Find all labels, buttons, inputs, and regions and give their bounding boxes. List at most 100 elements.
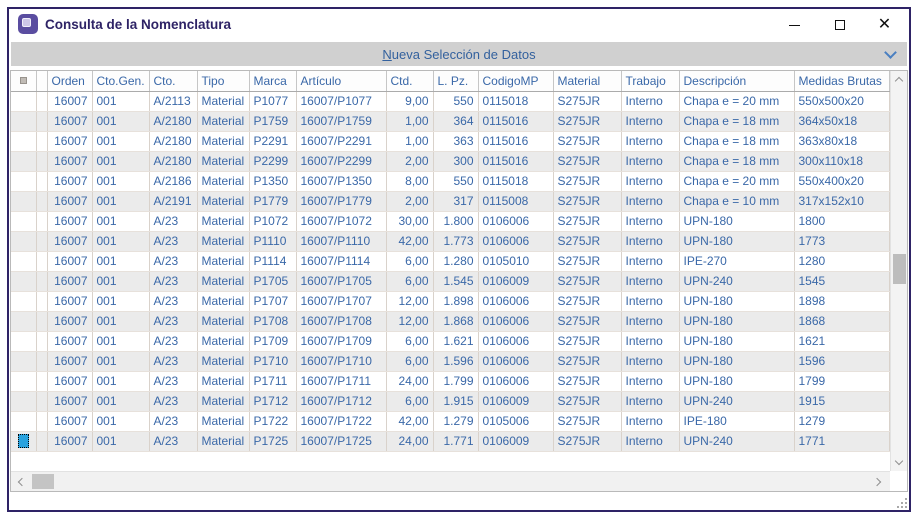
- row-indicator-cell[interactable]: [36, 371, 48, 392]
- table-row[interactable]: 16007 001 A/2191 Material P1779 16007/P1779 2,…: [11, 191, 890, 212]
- cell[interactable]: Material: [197, 351, 250, 372]
- row-selector-cell[interactable]: [11, 111, 37, 132]
- cell[interactable]: 12,00: [386, 311, 434, 332]
- cell[interactable]: 0106006: [478, 351, 554, 372]
- cell[interactable]: UPN-180: [679, 331, 795, 352]
- cell[interactable]: 16007/P1350: [296, 171, 387, 192]
- row-selector-cell[interactable]: [11, 171, 37, 192]
- cell[interactable]: 1.915: [433, 391, 479, 412]
- cell[interactable]: 16007/P1722: [296, 411, 387, 432]
- cell[interactable]: S275JR: [553, 91, 622, 112]
- cell[interactable]: Material: [197, 251, 250, 272]
- cell[interactable]: 001: [92, 131, 150, 152]
- cell[interactable]: S275JR: [553, 151, 622, 172]
- cell[interactable]: 16007/P1710: [296, 351, 387, 372]
- cell[interactable]: Material: [197, 411, 250, 432]
- cell[interactable]: S275JR: [553, 191, 622, 212]
- row-selector-cell[interactable]: [11, 411, 37, 432]
- cell[interactable]: Chapa e = 18 mm: [679, 151, 795, 172]
- cell[interactable]: P1707: [249, 291, 297, 312]
- cell[interactable]: 001: [92, 191, 150, 212]
- cell[interactable]: 16007: [47, 351, 93, 372]
- column-header[interactable]: Marca: [249, 71, 297, 92]
- cell[interactable]: Material: [197, 111, 250, 132]
- table-row[interactable]: 16007 001 A/23 Material P1711 16007/P1711 24,0…: [11, 371, 890, 392]
- cell[interactable]: UPN-180: [679, 211, 795, 232]
- cell[interactable]: Material: [197, 171, 250, 192]
- cell[interactable]: 16007/P1708: [296, 311, 387, 332]
- column-header[interactable]: Medidas Brutas: [794, 71, 890, 92]
- cell[interactable]: S275JR: [553, 351, 622, 372]
- cell[interactable]: 001: [92, 251, 150, 272]
- cell[interactable]: S275JR: [553, 111, 622, 132]
- row-indicator-cell[interactable]: [36, 431, 48, 452]
- cell[interactable]: P2299: [249, 151, 297, 172]
- cell[interactable]: P1110: [249, 231, 297, 252]
- cell[interactable]: 363x80x18: [794, 131, 890, 152]
- cell[interactable]: 550: [433, 91, 479, 112]
- cell[interactable]: 0106006: [478, 231, 554, 252]
- cell[interactable]: 0106006: [478, 211, 554, 232]
- cell[interactable]: UPN-240: [679, 391, 795, 412]
- cell[interactable]: 12,00: [386, 291, 434, 312]
- row-indicator-cell[interactable]: [36, 91, 48, 112]
- table-row[interactable]: 16007 001 A/23 Material P1725 16007/P1725 24,0…: [11, 431, 890, 452]
- row-selector-cell[interactable]: [11, 351, 37, 372]
- row-selector-cell[interactable]: [11, 151, 37, 172]
- column-header[interactable]: Trabajo: [621, 71, 680, 92]
- table-row[interactable]: 16007 001 A/23 Material P1072 16007/P1072 30,0…: [11, 211, 890, 232]
- cell[interactable]: 16007/P1709: [296, 331, 387, 352]
- cell[interactable]: 550: [433, 171, 479, 192]
- cell[interactable]: 16007: [47, 91, 93, 112]
- row-selector-cell[interactable]: [11, 391, 37, 412]
- cell[interactable]: 0106009: [478, 431, 554, 452]
- cell[interactable]: 16007/P1725: [296, 431, 387, 452]
- row-indicator-cell[interactable]: [36, 351, 48, 372]
- row-indicator-cell[interactable]: [36, 191, 48, 212]
- cell[interactable]: P2291: [249, 131, 297, 152]
- cell[interactable]: Interno: [621, 431, 680, 452]
- row-indicator-cell[interactable]: [36, 251, 48, 272]
- cell[interactable]: 16007/P1779: [296, 191, 387, 212]
- cell[interactable]: 6,00: [386, 391, 434, 412]
- table-row[interactable]: 16007 001 A/23 Material P1708 16007/P1708 12,0…: [11, 311, 890, 332]
- cell[interactable]: S275JR: [553, 291, 622, 312]
- cell[interactable]: 0106006: [478, 291, 554, 312]
- cell[interactable]: 16007: [47, 431, 93, 452]
- cell[interactable]: Material: [197, 391, 250, 412]
- cell[interactable]: A/23: [149, 331, 198, 352]
- cell[interactable]: P1705: [249, 271, 297, 292]
- cell[interactable]: Interno: [621, 291, 680, 312]
- cell[interactable]: UPN-240: [679, 431, 795, 452]
- cell[interactable]: IPE-270: [679, 251, 795, 272]
- table-row[interactable]: 16007 001 A/2186 Material P1350 16007/P1350 8,…: [11, 171, 890, 192]
- cell[interactable]: 1.621: [433, 331, 479, 352]
- cell[interactable]: 0115008: [478, 191, 554, 212]
- cell[interactable]: Interno: [621, 231, 680, 252]
- cell[interactable]: 16007/P2299: [296, 151, 387, 172]
- cell[interactable]: 16007: [47, 411, 93, 432]
- cell[interactable]: 1.898: [433, 291, 479, 312]
- cell[interactable]: 001: [92, 151, 150, 172]
- column-header[interactable]: CodigoMP: [478, 71, 554, 92]
- cell[interactable]: A/23: [149, 391, 198, 412]
- scroll-down-button[interactable]: [891, 454, 907, 471]
- cell[interactable]: 42,00: [386, 231, 434, 252]
- cell[interactable]: Chapa e = 10 mm: [679, 191, 795, 212]
- cell[interactable]: 6,00: [386, 271, 434, 292]
- column-header[interactable]: Descripción: [679, 71, 795, 92]
- cell[interactable]: 550x400x20: [794, 171, 890, 192]
- row-selector-cell[interactable]: [11, 291, 37, 312]
- cell[interactable]: P1779: [249, 191, 297, 212]
- cell[interactable]: 001: [92, 351, 150, 372]
- cell[interactable]: UPN-180: [679, 351, 795, 372]
- cell[interactable]: A/23: [149, 411, 198, 432]
- cell[interactable]: Interno: [621, 91, 680, 112]
- cell[interactable]: S275JR: [553, 131, 622, 152]
- cell[interactable]: 1.279: [433, 411, 479, 432]
- cell[interactable]: 1280: [794, 251, 890, 272]
- cell[interactable]: Interno: [621, 131, 680, 152]
- cell[interactable]: 16007/P1707: [296, 291, 387, 312]
- cell[interactable]: A/23: [149, 291, 198, 312]
- cell[interactable]: 1800: [794, 211, 890, 232]
